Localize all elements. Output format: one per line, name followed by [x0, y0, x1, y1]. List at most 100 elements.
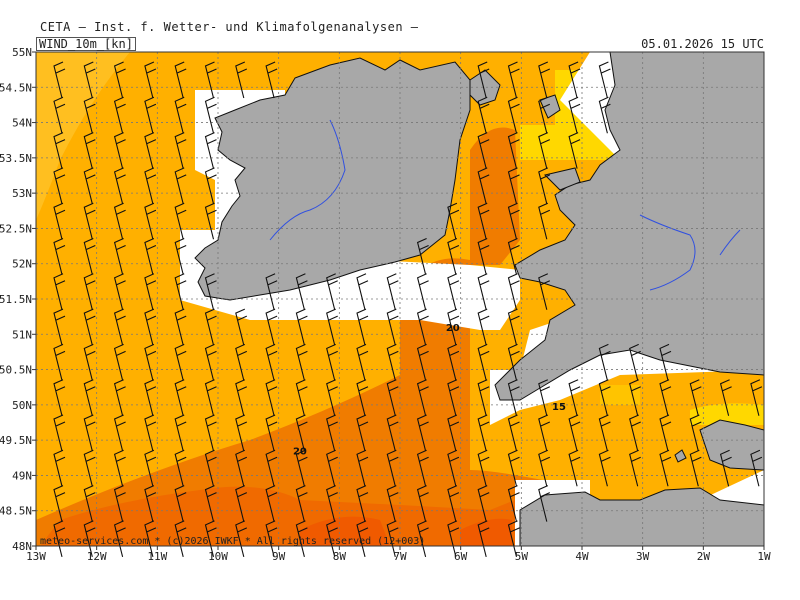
wind-barb — [113, 414, 126, 452]
wind-barb — [477, 343, 490, 381]
contour-label: 20 — [446, 323, 460, 334]
wind-barb — [477, 61, 490, 99]
wind-barb — [113, 202, 126, 240]
wind-barb — [295, 485, 308, 522]
wind-barb — [144, 414, 157, 452]
lon-label: 4W — [575, 550, 589, 563]
wind-barb — [113, 132, 126, 169]
wind-barb — [265, 343, 278, 381]
wind-barb — [326, 273, 338, 310]
lat-label: 53.5N — [0, 152, 32, 165]
wind-barb — [204, 308, 217, 346]
wind-barb — [144, 485, 157, 522]
wind-barb — [568, 61, 581, 99]
wind-barb — [689, 379, 702, 416]
wind-barb — [83, 167, 96, 205]
wind-barb — [568, 379, 581, 416]
wind-barb — [113, 273, 126, 310]
wind-barb — [356, 343, 369, 381]
wind-barb — [507, 414, 520, 452]
map-subbar: WIND_10m_[kn] 05.01.2026 15 UTC — [36, 37, 764, 51]
lat-lon-grid — [36, 52, 764, 546]
wind-barb — [386, 449, 399, 487]
wind-barb — [477, 167, 490, 205]
wind-barb — [507, 449, 520, 487]
wind-barb — [538, 449, 551, 487]
wind-barb — [113, 167, 126, 205]
wind-barb — [295, 273, 308, 310]
wind-barb — [598, 343, 611, 381]
wind-barb — [83, 273, 96, 310]
wind-barb — [447, 237, 460, 275]
wind-barb — [144, 308, 157, 346]
lon-label: 7W — [393, 550, 407, 563]
wind-barb — [477, 273, 490, 310]
wind-barb — [235, 61, 248, 99]
wind-barb — [477, 237, 490, 275]
wind-barb — [174, 61, 187, 99]
wind-barb — [477, 132, 490, 169]
wind-barb — [53, 485, 66, 522]
wind-barb — [204, 449, 217, 487]
lat-label: 49.5N — [0, 434, 32, 447]
wind-barb — [204, 61, 217, 99]
wind-barb — [447, 485, 460, 522]
header-title: CETA — Inst. f. Wetter- und Klimafolgena… — [40, 20, 419, 34]
wind-barb — [386, 273, 399, 310]
lon-label: 11W — [147, 550, 167, 563]
wind-barb — [204, 202, 217, 240]
wind-barb — [356, 485, 369, 522]
wind-barb — [326, 308, 338, 346]
wind-barb — [477, 449, 490, 487]
wind-barb — [416, 237, 429, 275]
lat-label: 52.5N — [0, 222, 32, 235]
wind-barb — [174, 237, 187, 275]
wind-barb — [144, 449, 157, 487]
wind-barb — [538, 485, 551, 522]
wind-barb — [113, 343, 126, 381]
wind-barb — [477, 485, 490, 522]
wind-barb — [204, 414, 217, 452]
lon-label: 2W — [697, 550, 711, 563]
wind-barb — [113, 96, 126, 134]
wind-barb — [598, 449, 611, 487]
wind-barb — [204, 379, 217, 416]
wind-barb — [144, 96, 157, 134]
wind-barb — [53, 449, 66, 487]
lat-label: 50N — [12, 399, 32, 412]
contour-label: 20 — [293, 446, 307, 457]
wind-barb — [598, 379, 611, 416]
wind-barb — [265, 273, 278, 310]
wind-barb — [416, 343, 429, 381]
wind-barb — [83, 379, 96, 416]
wind-barb — [144, 237, 157, 275]
wind-barb — [447, 273, 460, 310]
lat-label: 48.5N — [0, 505, 32, 518]
wind-barb — [53, 132, 66, 169]
wind-barb — [113, 308, 126, 346]
wind-barb — [568, 414, 581, 452]
wind-barb — [416, 273, 429, 310]
wind-barb — [83, 61, 96, 99]
wind-barb — [386, 485, 399, 522]
wind-barb — [538, 96, 551, 134]
wind-barb — [507, 343, 520, 381]
wind-barb — [144, 132, 157, 169]
wind-barb — [83, 132, 96, 169]
lon-label: 8W — [333, 550, 347, 563]
wind-barb — [174, 308, 187, 346]
wind-barb — [447, 379, 460, 416]
wind-barb — [326, 379, 338, 416]
wind-barb — [53, 167, 66, 205]
wind-barb — [235, 379, 248, 416]
wind-barb — [174, 273, 187, 310]
wind-barb — [538, 273, 551, 310]
wind-barb — [174, 379, 187, 416]
wind-barb — [113, 237, 126, 275]
wind-barb — [83, 449, 96, 487]
lon-label: 6W — [454, 550, 468, 563]
wind-barb — [447, 308, 460, 346]
wind-barb — [83, 237, 96, 275]
lat-label: 51.5N — [0, 293, 32, 306]
wind-barb — [53, 343, 66, 381]
